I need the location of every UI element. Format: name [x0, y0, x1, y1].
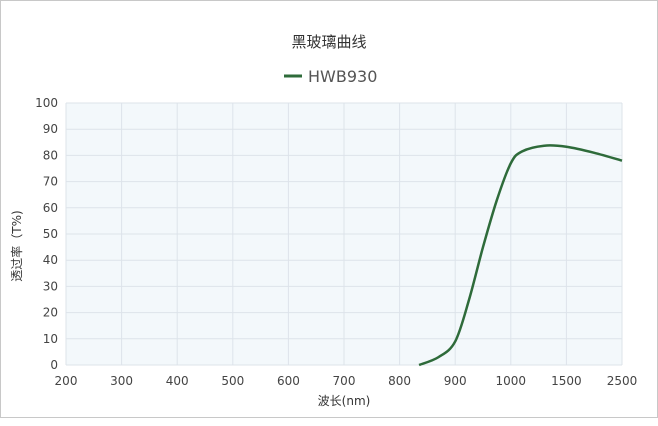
x-tick-label: 800 — [388, 374, 411, 388]
y-tick-label: 100 — [35, 96, 58, 110]
chart-title: 黑玻璃曲线 — [291, 33, 366, 51]
x-tick-label: 400 — [166, 374, 189, 388]
x-tick-label: 500 — [221, 374, 244, 388]
y-tick-label: 30 — [43, 279, 58, 293]
y-tick-label: 40 — [43, 253, 58, 267]
y-tick-label: 50 — [43, 227, 58, 241]
x-tick-label: 1500 — [551, 374, 582, 388]
legend-label[interactable]: HWB930 — [308, 67, 377, 86]
y-tick-label: 90 — [43, 122, 58, 136]
x-tick-label: 600 — [277, 374, 300, 388]
y-tick-label: 60 — [43, 201, 58, 215]
y-axis-label: 透过率（T%) — [9, 210, 24, 281]
x-tick-label: 900 — [444, 374, 467, 388]
y-tick-label: 70 — [43, 175, 58, 189]
y-tick-label: 20 — [43, 306, 58, 320]
x-tick-label: 1000 — [496, 374, 527, 388]
x-tick-label: 2500 — [607, 374, 638, 388]
series-line-hwb930 — [418, 144, 623, 367]
y-tick-label: 0 — [50, 358, 58, 372]
x-tick-label: 700 — [333, 374, 356, 388]
x-tick-label: 300 — [110, 374, 133, 388]
x-axis-label: 波长(nm) — [318, 394, 371, 408]
y-tick-label: 10 — [43, 332, 58, 346]
y-tick-label: 80 — [43, 148, 58, 162]
x-tick-label: 200 — [55, 374, 78, 388]
